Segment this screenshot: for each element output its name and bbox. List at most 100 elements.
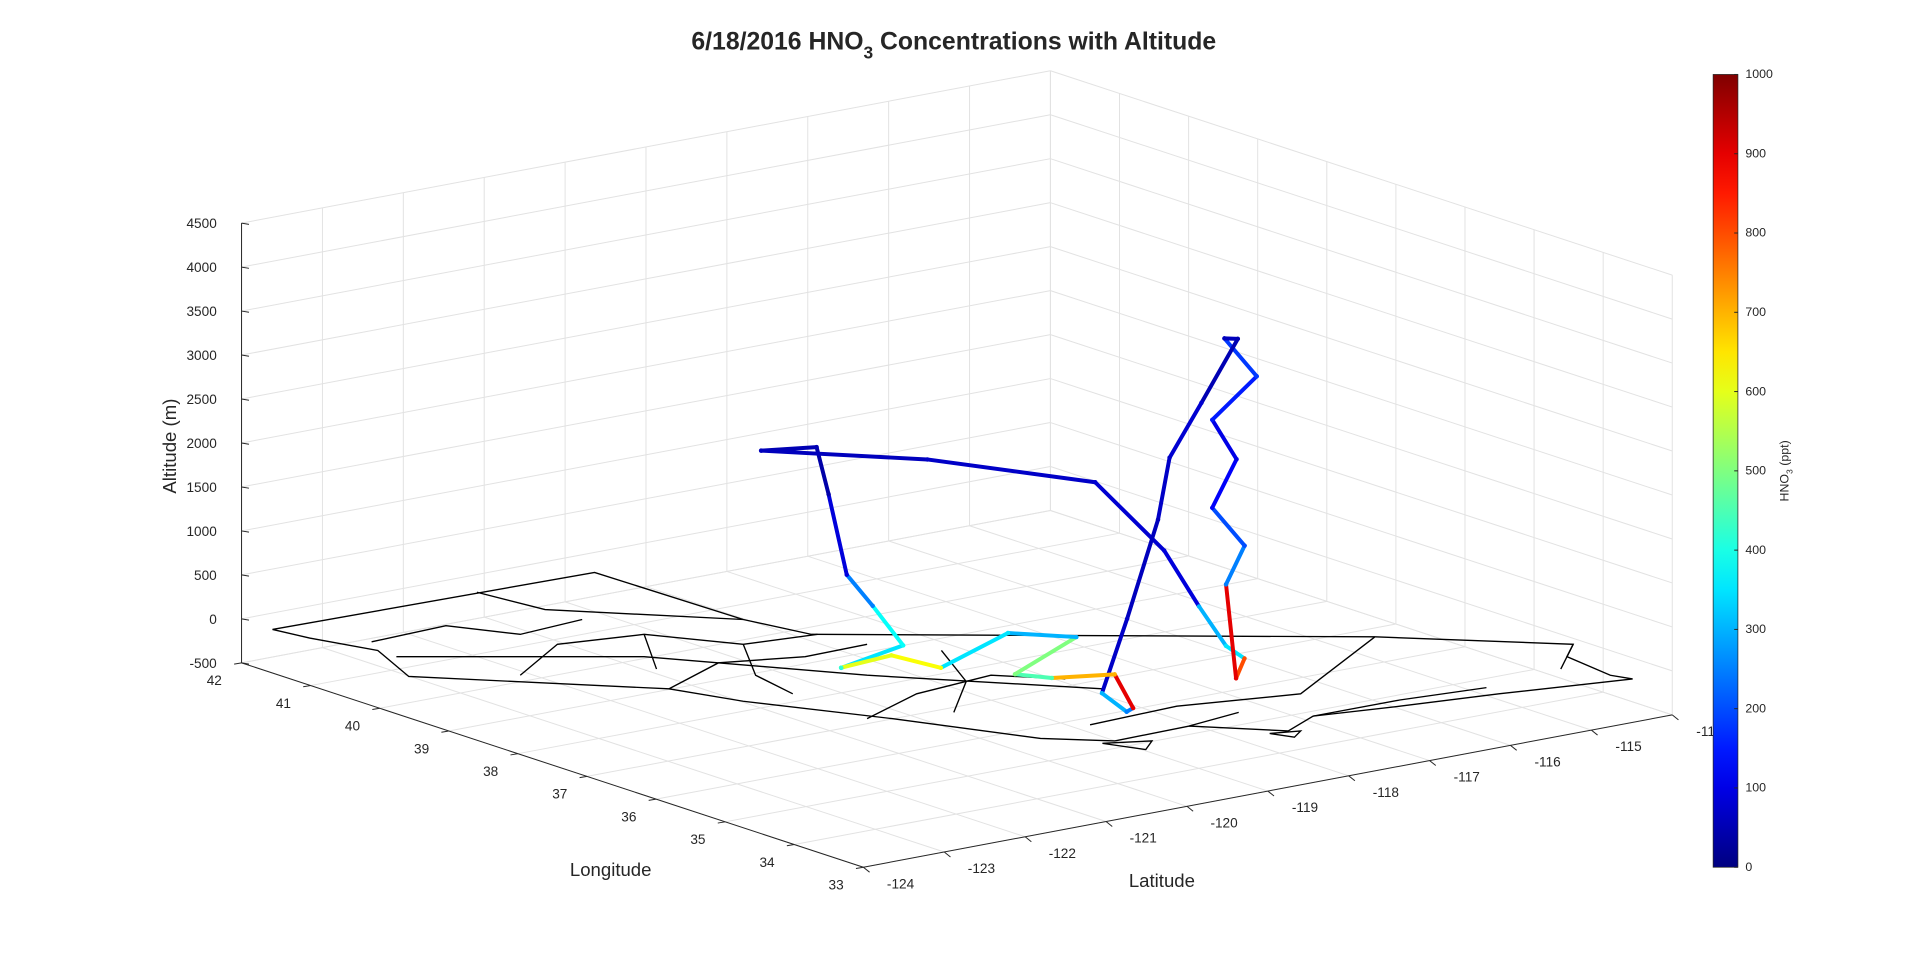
- flight-point: [1074, 634, 1079, 640]
- flight-point: [1222, 336, 1227, 341]
- flight-point: [1092, 480, 1098, 485]
- grid-line: [1050, 290, 1673, 496]
- y-tick-mark: [786, 844, 795, 847]
- y-tick-mark: [234, 662, 242, 665]
- x-tick-label: -119: [1292, 800, 1318, 815]
- grid-line: [517, 600, 1327, 755]
- flight-segment: [1199, 336, 1240, 405]
- flight-segment: [938, 631, 1010, 670]
- colorbar-tick-label: 500: [1745, 464, 1766, 478]
- grid-line: [379, 555, 1189, 709]
- grid-line: [1050, 202, 1673, 408]
- flight-segment: [925, 457, 1098, 485]
- flight-point: [1130, 705, 1136, 711]
- grid-line: [1050, 422, 1673, 628]
- flight-segment: [1210, 417, 1239, 462]
- grid-line: [241, 70, 1051, 224]
- flight-point: [1234, 457, 1239, 462]
- x-tick-mark: [1348, 775, 1356, 782]
- flight-segment: [1197, 604, 1229, 648]
- z-tick-label: 2500: [186, 392, 217, 407]
- y-tick-label: 36: [621, 809, 636, 824]
- flight-point: [870, 603, 875, 609]
- x-tick-label: -115: [1615, 739, 1641, 754]
- chart-title: 6/18/2016 HNO3 Concentrations with Altit…: [691, 29, 1216, 63]
- colorbar-tick-label: 900: [1745, 146, 1766, 160]
- grid-line: [322, 647, 945, 853]
- grid-line: [403, 631, 1026, 838]
- flight-point: [1012, 671, 1018, 677]
- flight-point: [900, 643, 906, 648]
- y-tick-label: 35: [690, 832, 705, 847]
- x-axis-label: Latitude: [1129, 870, 1195, 891]
- grid: [241, 70, 1673, 868]
- flight-point: [1223, 582, 1229, 587]
- x-tick-mark: [943, 851, 951, 858]
- map-borders: [371, 591, 1574, 727]
- axes: -124 -123 -122 -121 -120 -119 -118 -117 -116 -115…: [186, 216, 1722, 892]
- z-tick-label: 1500: [186, 480, 217, 495]
- grid-line: [1050, 378, 1673, 584]
- colorbar: 0 100 200 300 400 500 600 700 800 900 1000: [1712, 67, 1773, 874]
- flight-segment: [1222, 336, 1259, 379]
- flight-segment: [1012, 672, 1054, 680]
- x-tick-mark: [863, 866, 870, 873]
- grid-line: [241, 114, 1051, 268]
- grid-line: [586, 623, 1396, 777]
- grid-line: [794, 691, 1604, 846]
- grid-line: [241, 290, 1051, 444]
- flight-point: [1254, 374, 1259, 379]
- z-tick-mark: [241, 266, 250, 269]
- z-tick-label: 1000: [186, 524, 217, 539]
- z-tick-label: 3000: [186, 348, 217, 363]
- grid-line: [310, 532, 1120, 687]
- x-tick-mark: [1429, 760, 1437, 766]
- colorbar-tick-label: 300: [1745, 622, 1766, 636]
- y-tick-mark: [303, 685, 311, 688]
- flight-point: [838, 665, 844, 670]
- grid-line: [241, 378, 1051, 532]
- flight-segment: [889, 653, 943, 670]
- x-tick-label: -116: [1535, 754, 1561, 769]
- grid-line: [484, 616, 1107, 823]
- x-tick-label: -123: [968, 861, 995, 876]
- z-tick-label: -500: [190, 656, 218, 671]
- flight-segment: [1125, 517, 1160, 621]
- flight-segment: [1012, 635, 1079, 677]
- flight-point: [1099, 690, 1105, 696]
- y-tick-mark: [648, 798, 657, 801]
- flight-segment: [759, 448, 930, 462]
- grid-line: [969, 525, 1592, 731]
- grid-line: [241, 510, 1051, 664]
- colorbar-label-subscript: 3: [1784, 469, 1794, 474]
- grid-line: [1050, 158, 1673, 364]
- y-tick-label: 39: [414, 741, 429, 756]
- map-coast-detail: [1102, 730, 1303, 751]
- flight-point: [1196, 604, 1202, 609]
- y-axis-label: Longitude: [570, 859, 652, 880]
- z-axis-label: Altitude (m): [159, 399, 180, 494]
- grid-line: [564, 601, 1188, 807]
- flight-point: [1242, 656, 1247, 661]
- grid-line: [725, 668, 1535, 823]
- flight-segment: [839, 653, 894, 670]
- flight-point: [925, 457, 930, 462]
- colorbar-tick-label: 200: [1745, 701, 1766, 715]
- grid-line: [1050, 114, 1673, 320]
- grid-line: [1050, 510, 1673, 716]
- z-tick-mark: [241, 618, 250, 621]
- z-tick-label: 0: [209, 612, 217, 627]
- colorbar-label-text: (ppt): [1778, 440, 1792, 469]
- y-tick-label: 33: [829, 878, 844, 893]
- y-tick-mark: [372, 707, 380, 710]
- flight-point: [1210, 505, 1215, 511]
- title-subscript: 3: [864, 42, 874, 62]
- flight-segment: [1005, 631, 1079, 640]
- colorbar-tick-label: 600: [1745, 384, 1766, 398]
- grid-line: [241, 158, 1051, 312]
- x-tick-mark: [1671, 714, 1679, 721]
- z-tick-label: 4500: [186, 216, 217, 231]
- grid-line: [241, 246, 1051, 400]
- flight-segment: [1210, 505, 1247, 548]
- colorbar-tick-label: 1000: [1745, 67, 1773, 81]
